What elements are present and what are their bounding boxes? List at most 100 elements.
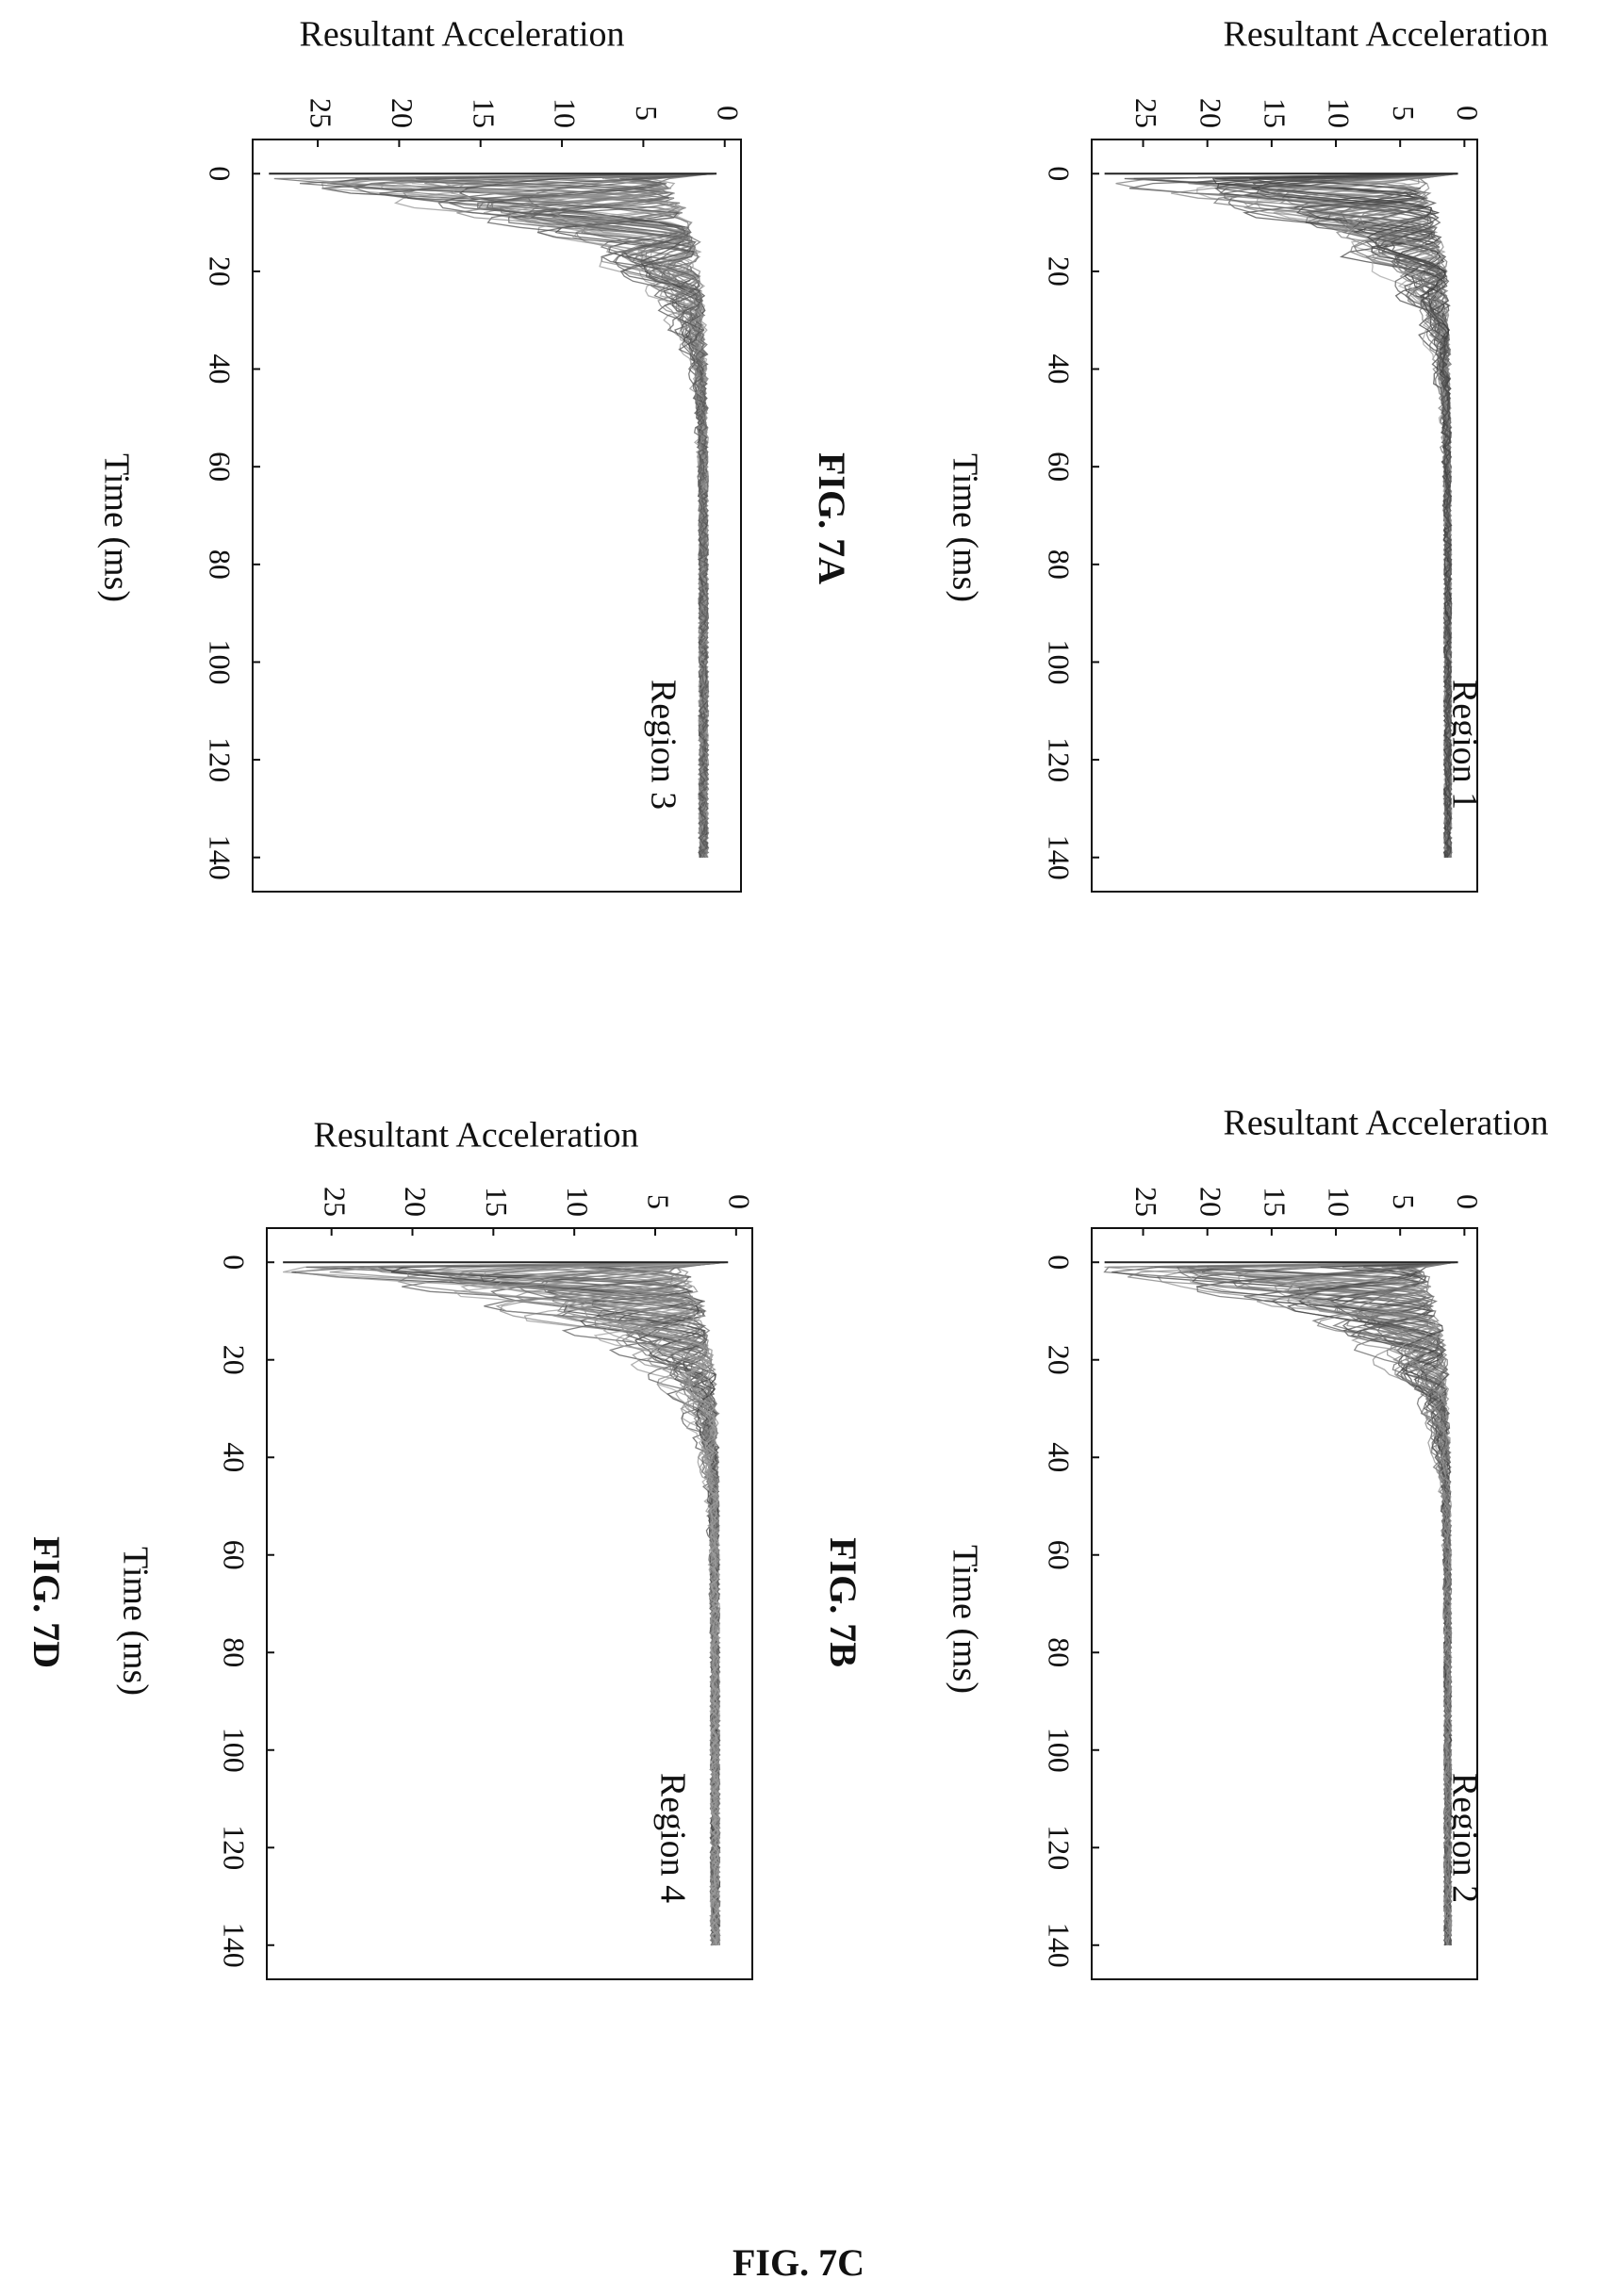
region-4-xtick-label: 120 [218, 1825, 252, 1870]
region-3-xtick-label: 0 [204, 166, 238, 181]
region-1-xtick-label: 100 [1043, 639, 1077, 684]
region-3-region-label: Region 3 [643, 680, 683, 810]
region-3-series-line [379, 172, 715, 858]
region-3-xlabel: Time (ms) [96, 453, 136, 602]
region-4-xtick-label: 80 [218, 1637, 252, 1667]
region-3-series-line [551, 172, 714, 858]
region-1-xtick-label: 80 [1043, 549, 1077, 580]
region-4-xlabel: Time (ms) [115, 1547, 155, 1696]
region-4-series-group [283, 1261, 729, 1946]
region-4-xtick-label: 40 [218, 1442, 252, 1472]
region-3-ytick-label: 20 [386, 98, 420, 128]
region-1-series-line [1252, 172, 1457, 858]
region-1-series-group [1115, 172, 1458, 859]
region-3-figure-label: FIG. 7A [811, 452, 853, 584]
region-4-ytick-label: 15 [480, 1187, 514, 1217]
region-2-series-line [1104, 1261, 1454, 1946]
region-2-ylabel: Resultant Acceleration [1223, 1104, 1548, 1143]
region-2-xtick-label: 80 [1043, 1637, 1077, 1667]
region-2-series-line [1358, 1261, 1457, 1946]
region-1-series-line [1212, 172, 1458, 858]
region-4-frame [266, 1227, 753, 1980]
region-3-xtick-label: 120 [204, 737, 238, 782]
region-1-series-line [1219, 172, 1453, 859]
region-2-series-line [1128, 1261, 1454, 1945]
region-3-ytick-label: 0 [711, 106, 745, 121]
region-1-series-line [1250, 172, 1457, 858]
region-4-ytick-label: 10 [561, 1187, 595, 1217]
region-3-xtick-label: 40 [204, 354, 238, 385]
region-1-series-line [1256, 172, 1455, 859]
region-4-series-line [557, 1261, 722, 1945]
region-4-xtick-label: 0 [218, 1255, 252, 1270]
region-1-frame [1091, 139, 1478, 893]
region-1-ytick-label: 15 [1259, 98, 1292, 128]
region-1-xtick-label: 40 [1043, 354, 1077, 385]
region-1-xtick-label: 140 [1043, 835, 1077, 880]
region-2-ytick-label: 0 [1451, 1194, 1485, 1209]
region-4-xtick-label: 60 [218, 1540, 252, 1570]
region-3-series-line [369, 172, 712, 859]
region-1-series-line [1141, 172, 1456, 858]
region-1-xtick-label: 20 [1043, 256, 1077, 287]
fig-7c-caption: FIG. 7C [0, 2240, 1597, 2285]
region-4-figure-label: FIG. 7D [25, 1536, 68, 1668]
region-2-series-line [1227, 1261, 1453, 1946]
region-1-ytick-label: 20 [1194, 98, 1227, 128]
region-3-ylabel: Resultant Acceleration [299, 15, 624, 55]
region-1-series-line [1250, 172, 1455, 858]
region-2-series-line [1197, 1261, 1457, 1946]
region-3-xtick-label: 20 [204, 256, 238, 287]
region-1-ytick-label: 0 [1451, 106, 1485, 121]
region-1-series-line [1211, 172, 1457, 859]
region-2-series-line [1238, 1261, 1457, 1945]
region-3-ytick-label: 5 [630, 106, 664, 121]
region-3-series-group [273, 172, 717, 859]
region-4-xtick-label: 100 [218, 1728, 252, 1773]
region-1-xtick-label: 0 [1043, 166, 1077, 181]
region-4-xtick-label: 140 [218, 1923, 252, 1968]
region-3-ytick-label: 15 [467, 98, 501, 128]
region-4-region-label: Region 4 [652, 1773, 692, 1903]
region-4-ytick-label: 20 [399, 1187, 433, 1217]
region-1-series-line [1124, 172, 1457, 859]
region-2-xtick-label: 100 [1043, 1728, 1077, 1773]
region-4-series-line [564, 1261, 728, 1945]
region-3-frame [252, 139, 742, 893]
region-2-figure-label: FIG. 7B [822, 1537, 864, 1667]
region-3-xtick-label: 140 [204, 835, 238, 880]
region-2-xtick-label: 40 [1043, 1442, 1077, 1472]
region-1-xtick-label: 120 [1043, 737, 1077, 782]
region-1-xtick-label: 60 [1043, 451, 1077, 482]
region-3-ytick-label: 10 [549, 98, 583, 128]
region-2-xtick-label: 140 [1043, 1923, 1077, 1968]
region-2-ytick-label: 10 [1323, 1187, 1357, 1217]
region-2-xlabel: Time (ms) [945, 1545, 984, 1694]
region-2-ytick-label: 15 [1259, 1187, 1292, 1217]
region-1-xlabel: Time (ms) [945, 453, 984, 602]
region-2-xtick-label: 0 [1043, 1255, 1077, 1270]
region-4-ytick-label: 25 [318, 1187, 352, 1217]
region-1-series-line [1196, 172, 1455, 858]
region-3-xtick-label: 60 [204, 451, 238, 482]
region-2-ytick-label: 25 [1129, 1187, 1163, 1217]
region-3-series-line [416, 172, 710, 858]
region-1-ytick-label: 10 [1323, 98, 1357, 128]
region-3-ytick-label: 25 [305, 98, 338, 128]
region-1-ytick-label: 5 [1387, 106, 1421, 121]
region-3-xtick-label: 100 [204, 639, 238, 684]
region-2-ytick-label: 20 [1194, 1187, 1227, 1217]
region-2-xtick-label: 20 [1043, 1345, 1077, 1375]
region-1-ylabel: Resultant Acceleration [1223, 15, 1548, 55]
region-1-ytick-label: 25 [1129, 98, 1163, 128]
region-4-ylabel: Resultant Acceleration [313, 1116, 638, 1156]
region-2-frame [1091, 1227, 1478, 1980]
region-2-xtick-label: 60 [1043, 1540, 1077, 1570]
region-4-ytick-label: 5 [642, 1194, 676, 1209]
region-1-series-line [1194, 172, 1457, 859]
region-1-series-line [1243, 172, 1455, 859]
region-2-xtick-label: 120 [1043, 1825, 1077, 1870]
region-4-ytick-label: 0 [722, 1194, 756, 1209]
fig-7c-label: FIG. 7C [733, 2241, 864, 2284]
